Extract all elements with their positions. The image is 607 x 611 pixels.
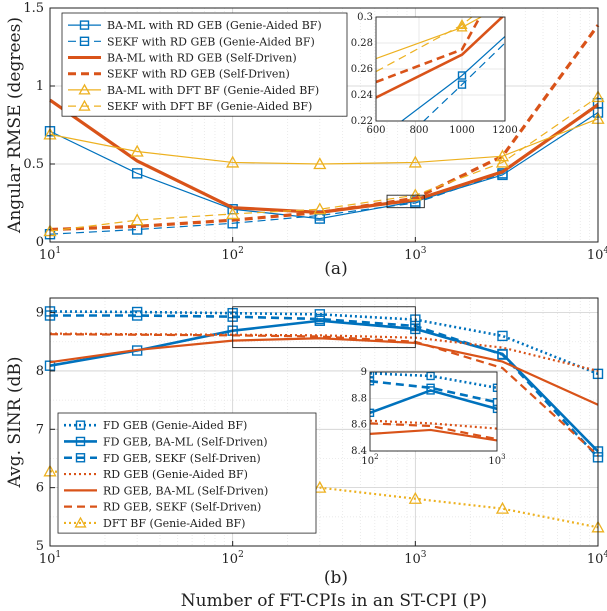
legend-label: RD GEB (Genie-Aided BF) bbox=[103, 468, 248, 481]
y-tick-label: 6 bbox=[36, 481, 44, 496]
panel-b-legend: FD GEB (Genie-Aided BF) FD GEB, BA-ML (Se… bbox=[58, 413, 316, 533]
panel-b-y-axis-label: Avg. SINR (dB) bbox=[5, 357, 25, 489]
inset-x-tick-label: 1200 bbox=[492, 125, 517, 136]
panel-a-legend: BA-ML with RD GEB (Genie-Aided BF) SEKF w… bbox=[62, 13, 347, 116]
panel-a-y-axis-label: Angular RMSE (degrees) bbox=[5, 17, 25, 234]
inset-x-tick-label: 1000 bbox=[449, 125, 474, 136]
inset-x-tick-label: 800 bbox=[409, 125, 428, 136]
y-tick-label: 1 bbox=[36, 79, 44, 94]
x-tick-label: 101 bbox=[39, 246, 61, 263]
legend-label: RD GEB, BA-ML (Self-Driven) bbox=[103, 484, 268, 497]
x-tick-label: 104 bbox=[587, 550, 607, 567]
legend-label: BA-ML with RD GEB (Self-Driven) bbox=[107, 52, 297, 65]
panel-b-subtitle: (b) bbox=[324, 568, 348, 588]
legend-label: RD GEB, SEKF (Self-Driven) bbox=[103, 501, 261, 514]
legend-label: FD GEB, BA-ML (Self-Driven) bbox=[103, 435, 268, 448]
figure: 00.511.5101 102 103 104Angular RMSE (degree… bbox=[0, 0, 607, 611]
x-tick-label: 104 bbox=[587, 246, 607, 263]
y-tick-label: 1.5 bbox=[23, 1, 44, 16]
y-tick-label: 7 bbox=[36, 422, 44, 437]
inset-y-tick-label: 8.6 bbox=[351, 420, 367, 431]
x-axis-label: Number of FT-CPIs in an ST-CPI (P) bbox=[181, 591, 487, 611]
inset-x-tick-label: 600 bbox=[366, 125, 385, 136]
inset-y-tick-label: 0.26 bbox=[351, 64, 373, 75]
legend-entry: BA-ML with RD GEB (Genie-Aided BF) bbox=[68, 19, 322, 32]
panel-a-subtitle: (a) bbox=[324, 259, 347, 279]
legend-label: FD GEB (Genie-Aided BF) bbox=[103, 419, 247, 432]
y-tick-label: 9 bbox=[36, 306, 44, 321]
inset-y-tick-label: 0.3 bbox=[357, 12, 373, 23]
legend-label: BA-ML with RD GEB (Genie-Aided BF) bbox=[107, 19, 322, 32]
inset-y-tick-label: 0.28 bbox=[351, 38, 373, 49]
x-tick-label: 103 bbox=[404, 550, 427, 567]
legend-label: SEKF with RD GEB (Self-Driven) bbox=[107, 68, 290, 81]
legend-label: BA-ML with DFT BF (Genie-Aided BF) bbox=[107, 84, 319, 97]
legend-label: SEKF with RD GEB (Genie-Aided BF) bbox=[107, 35, 315, 48]
x-tick-label: 103 bbox=[404, 246, 427, 263]
y-tick-label: 8 bbox=[36, 364, 44, 379]
legend-label: SEKF with DFT BF (Genie-Aided BF) bbox=[107, 100, 312, 113]
inset-y-tick-label: 8.8 bbox=[351, 393, 367, 404]
y-tick-label: 0.5 bbox=[23, 157, 44, 172]
inset-y-tick-label: 9 bbox=[361, 367, 367, 378]
legend-label: FD GEB, SEKF (Self-Driven) bbox=[103, 452, 261, 465]
inset-y-tick-label: 0.24 bbox=[351, 90, 373, 101]
legend-label: DFT BF (Genie-Aided BF) bbox=[103, 517, 245, 530]
x-tick-label: 102 bbox=[222, 550, 244, 567]
x-tick-label: 102 bbox=[222, 246, 244, 263]
x-tick-label: 101 bbox=[39, 550, 61, 567]
